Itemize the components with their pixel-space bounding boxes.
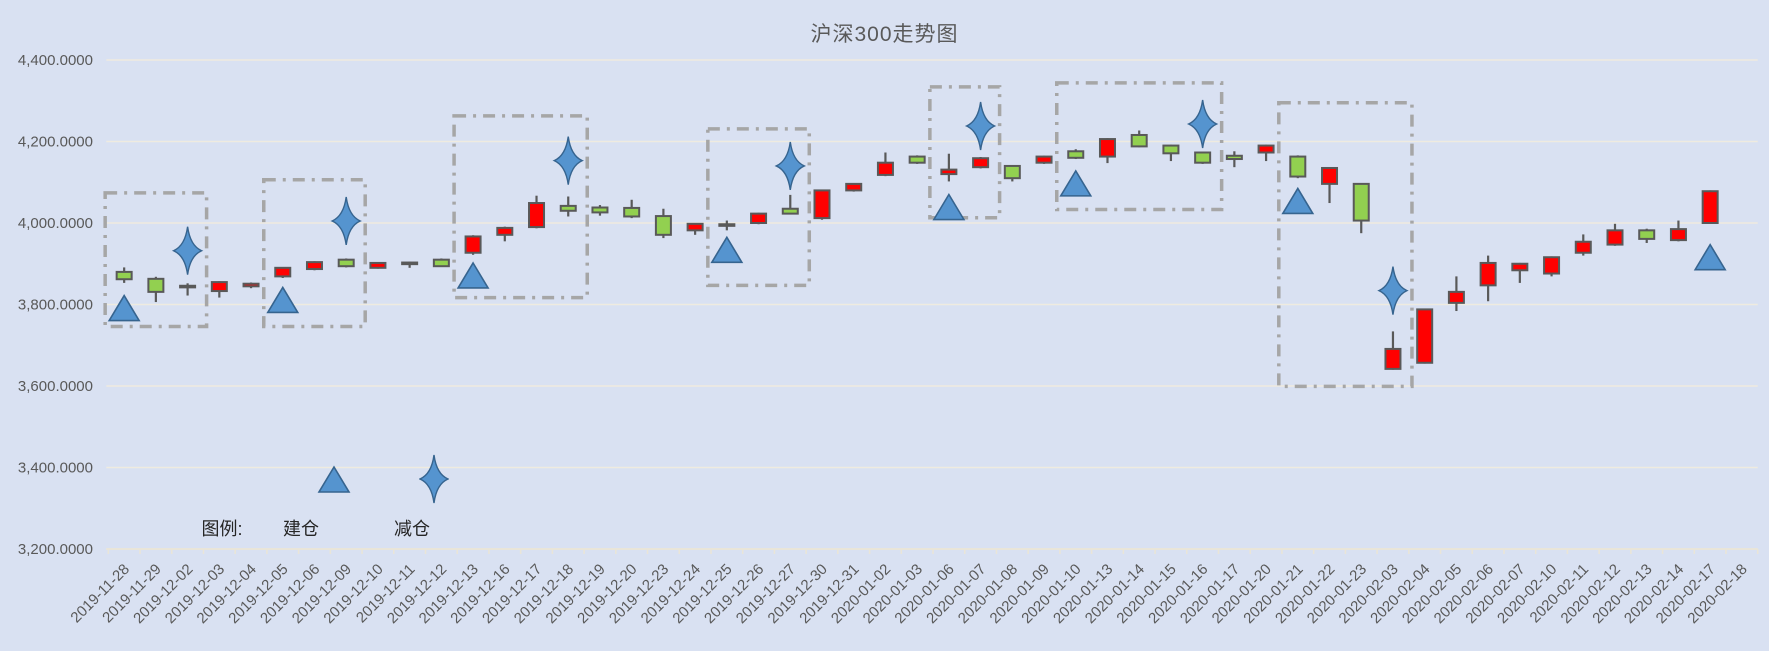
candle-body [496, 226, 514, 236]
highlight-box [103, 191, 209, 329]
candle-body [559, 204, 577, 212]
buy-marker [710, 235, 744, 264]
candle-body [750, 212, 768, 225]
candle-body [1479, 261, 1497, 287]
highlight-box [1277, 101, 1414, 389]
candle-body [337, 258, 355, 268]
candle-body [1543, 256, 1561, 275]
candle-body [654, 215, 672, 236]
chart-title: 沪深300走势图 [810, 23, 959, 46]
buy-marker [266, 285, 300, 314]
candle-body [972, 157, 990, 169]
candle-body [242, 282, 260, 288]
candle-body [1416, 308, 1434, 364]
y-tick-label: 4,400.0000 [18, 52, 93, 69]
candle-body [813, 189, 831, 220]
sell-marker [964, 101, 997, 151]
highlight-box [262, 178, 367, 329]
buy-marker [456, 261, 490, 289]
candle-doji-bar [401, 261, 419, 266]
candle-body [1606, 229, 1624, 246]
y-tick-label: 3,400.0000 [18, 460, 93, 477]
candle-doji-bar [179, 284, 197, 289]
candle-body [1225, 154, 1243, 161]
y-tick-label: 4,200.0000 [18, 134, 93, 151]
candle-body [1321, 166, 1339, 185]
candle-body [876, 161, 894, 176]
sell-marker [330, 196, 362, 246]
candle-body [1067, 150, 1085, 159]
buy-marker [1693, 243, 1727, 271]
highlight-box [706, 127, 812, 288]
sell-marker [774, 141, 807, 191]
sell-marker [171, 226, 204, 275]
candle-body [528, 202, 546, 229]
candle-body [1257, 144, 1275, 154]
candle-body [1003, 164, 1021, 180]
highlight-box [928, 85, 1002, 220]
candle-body [781, 207, 799, 215]
candle-body [940, 168, 958, 176]
candle-body [1162, 144, 1180, 155]
buy-marker [107, 294, 141, 322]
candle-body [1194, 151, 1212, 164]
candle-body [1130, 133, 1148, 148]
buy-marker [1281, 186, 1315, 215]
candle-body [908, 155, 926, 164]
candle-body [1511, 262, 1529, 272]
candle-body [1384, 347, 1402, 370]
candle-body [115, 270, 133, 281]
candle-body [845, 182, 863, 192]
y-tick-label: 4,000.0000 [18, 215, 93, 232]
candle-body [464, 235, 482, 254]
candle-body [1669, 228, 1687, 242]
candle-body [1574, 240, 1592, 254]
candle-body [1638, 229, 1656, 240]
sell-marker [1186, 99, 1219, 149]
candle-doji-bar [718, 223, 736, 227]
candle-body [1447, 290, 1465, 304]
candle-body [686, 222, 704, 232]
candle-body [1352, 182, 1370, 222]
candle-body [1701, 190, 1719, 224]
candle-body [147, 277, 165, 293]
candle-body [369, 261, 387, 269]
candle-body [591, 206, 609, 214]
candle-body [623, 206, 641, 218]
candle-body [1035, 155, 1053, 164]
buy-marker [932, 192, 966, 221]
y-tick-label: 3,200.0000 [18, 541, 93, 558]
candle-body [210, 281, 228, 293]
buy-marker [1059, 169, 1093, 197]
y-tick-label: 3,600.0000 [18, 378, 93, 395]
highlight-box [452, 114, 589, 300]
candle-body [432, 258, 450, 268]
sell-marker [552, 136, 584, 185]
candle-body [274, 266, 292, 278]
sell-marker [1377, 266, 1409, 315]
candle-body [1098, 138, 1116, 158]
y-tick-label: 3,800.0000 [18, 297, 93, 314]
candle-body [1289, 155, 1307, 178]
candle-body [305, 261, 323, 271]
